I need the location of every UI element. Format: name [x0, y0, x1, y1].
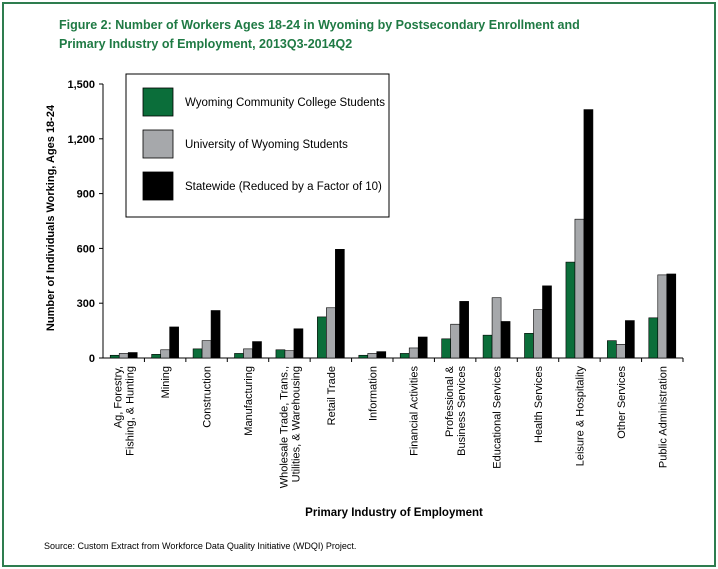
bar: [201, 340, 212, 359]
bar: [335, 249, 345, 359]
x-tick-label: Professional & Business Services: [444, 365, 468, 456]
x-tick-label-line: Fishing, & Hunting: [125, 366, 137, 456]
bar: [666, 273, 677, 359]
bar: [243, 348, 253, 359]
x-tick-label-line: Other Services: [616, 366, 628, 439]
bar: [293, 328, 304, 359]
bar: [657, 274, 668, 359]
y-axis-label: Number of Individuals Working, Ages 18-2…: [45, 104, 57, 331]
bar: [376, 351, 387, 359]
x-tick-label-line: Leisure & Hospitality: [574, 366, 586, 467]
bar: [574, 218, 585, 359]
legend-swatch: [142, 87, 174, 117]
bar: [533, 309, 543, 359]
x-tick-label: Other Services: [616, 366, 628, 439]
y-tick-label: 1,200: [67, 134, 95, 146]
bar: [252, 341, 262, 359]
bar: [192, 348, 203, 359]
bar: [109, 354, 120, 359]
x-tick-label-line: Financial Activities: [409, 366, 421, 456]
bar: [367, 353, 378, 359]
bar: [491, 297, 502, 359]
x-tick-label-line: Construction: [202, 366, 214, 428]
bar: [317, 316, 327, 359]
legend: Wyoming Community College Students Univer…: [125, 73, 390, 218]
bar: [625, 320, 635, 359]
bar: [408, 347, 419, 359]
bar: [160, 349, 170, 359]
legend-swatch: [142, 129, 174, 159]
x-tick-label: Mining: [160, 366, 172, 398]
y-tick-label: 0: [89, 353, 95, 365]
y-tick-label: 600: [77, 243, 95, 255]
legend-entry: University of Wyoming Students: [185, 139, 348, 151]
bar: [326, 307, 336, 359]
x-axis-label: Primary Industry of Employment: [305, 507, 483, 519]
x-tick-label-line: Information: [367, 366, 379, 421]
bar: [482, 334, 493, 359]
x-tick-label: Financial Activities: [409, 366, 421, 456]
x-tick-label: Ag, Forestry, Fishing, & Hunting: [113, 366, 137, 456]
x-tick-label: Information: [367, 366, 379, 421]
x-tick-label: Manufacturing: [243, 366, 255, 436]
bar: [607, 340, 617, 359]
x-tick-label: Retail Trade: [326, 366, 338, 425]
x-tick-label: Leisure & Hospitality: [574, 366, 586, 467]
x-tick-label: Public Administration: [657, 366, 669, 468]
bar: [616, 343, 626, 359]
x-tick-label-line: Business Services: [456, 366, 468, 456]
x-tick-label-line: Manufacturing: [243, 366, 255, 436]
bar: [524, 333, 534, 359]
x-tick-label-line: Retail Trade: [326, 366, 338, 425]
bar: [542, 285, 552, 359]
bar: [500, 321, 511, 359]
y-tick-label: 300: [77, 298, 95, 310]
bar: [284, 350, 295, 359]
bar: [234, 353, 244, 359]
x-tick-label: Construction: [202, 366, 214, 428]
x-tick-label-line: Wholesale Trade, Trans.,: [278, 366, 290, 488]
x-tick-label-line: Public Administration: [657, 366, 669, 468]
bar: [118, 353, 129, 359]
bar: [210, 310, 221, 359]
x-tick-label-line: Utilities, & Warehousing: [290, 366, 302, 482]
legend-entry: Statewide (Reduced by a Factor of 10): [185, 181, 382, 193]
bar: [459, 301, 469, 359]
bar: [275, 349, 286, 359]
x-tick-label-line: Ag, Forestry,: [113, 366, 125, 428]
legend-entry: Wyoming Community College Students: [185, 97, 385, 109]
chart-title-line-1: Figure 2: Number of Workers Ages 18-24 i…: [59, 18, 580, 32]
chart-title-line-2: Primary Industry of Employment, 2013Q3-2…: [59, 37, 353, 51]
legend-swatch: [142, 171, 174, 201]
bar: [151, 354, 161, 359]
x-tick-label-line: Health Services: [533, 366, 545, 444]
chart-title: Figure 2: Number of Workers Ages 18-24 i…: [59, 16, 679, 54]
x-tick-label-line: Professional &: [444, 365, 456, 437]
bar: [358, 354, 369, 359]
x-tick-label-line: Mining: [160, 366, 172, 398]
y-tick-label: 1,500: [67, 79, 95, 91]
bar: [583, 109, 594, 359]
bar: [441, 338, 451, 359]
x-tick-labels: Ag, Forestry, Fishing, & Hunting Mining Con…: [113, 365, 670, 488]
bar: [399, 353, 410, 359]
bar: [127, 352, 138, 359]
x-tick-label: Educational Services: [492, 366, 504, 469]
bar: [648, 317, 659, 359]
source-note: Source: Custom Extract from Workforce Da…: [44, 541, 357, 551]
bar: [565, 261, 576, 359]
y-tick-label: 900: [77, 189, 95, 201]
bar: [169, 326, 179, 359]
bar: [450, 323, 460, 359]
bar: [417, 336, 428, 359]
x-tick-label-line: Educational Services: [492, 366, 504, 469]
x-tick-label: Health Services: [533, 366, 545, 444]
bars: [109, 109, 677, 359]
x-tick-label: Wholesale Trade, Trans., Utilities, & War…: [278, 366, 302, 488]
